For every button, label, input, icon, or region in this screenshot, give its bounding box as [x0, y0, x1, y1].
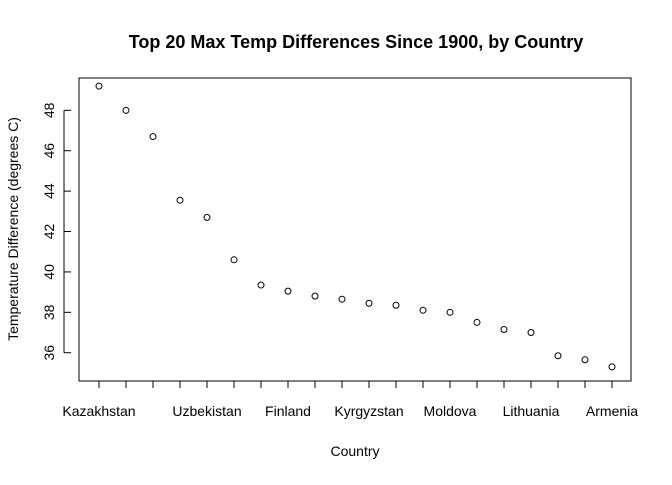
x-tick-label: Uzbekistan — [172, 403, 241, 419]
data-point — [581, 356, 589, 364]
data-point — [473, 318, 481, 326]
data-point — [392, 301, 400, 309]
data-point — [284, 287, 292, 295]
data-point — [257, 281, 265, 289]
data-point — [419, 306, 427, 314]
x-tick-label: Kazakhstan — [62, 403, 135, 419]
data-point — [203, 213, 211, 221]
data-point — [500, 325, 508, 333]
y-axis: 36 38 40 42 44 46 48 — [41, 102, 71, 361]
y-axis-title: Temperature Difference (degrees C) — [5, 117, 21, 341]
data-point — [338, 295, 346, 303]
x-axis: Kazakhstan Uzbekistan Finland Kyrgyzstan Mol… — [62, 380, 638, 419]
x-tick-label: Kyrgyzstan — [334, 403, 403, 419]
data-point — [446, 308, 454, 316]
y-tick-label: 44 — [41, 183, 57, 199]
x-axis-title: Country — [330, 443, 379, 459]
x-tick-label: Lithuania — [503, 403, 560, 419]
x-tick-label: Armenia — [586, 403, 638, 419]
y-tick-label: 46 — [41, 143, 57, 159]
data-point — [230, 256, 238, 264]
x-tick-label: Finland — [265, 403, 311, 419]
data-point — [176, 196, 184, 204]
y-tick-label: 48 — [41, 102, 57, 118]
data-point — [122, 106, 130, 114]
data-point — [95, 82, 103, 90]
data-point — [608, 363, 616, 371]
data-point — [527, 329, 535, 337]
y-tick-label: 40 — [41, 264, 57, 280]
chart-title: Top 20 Max Temp Differences Since 1900, … — [129, 32, 583, 52]
y-tick-label: 38 — [41, 304, 57, 320]
data-point — [554, 352, 562, 360]
data-point — [365, 299, 373, 307]
data-point — [311, 292, 319, 300]
data-point — [149, 133, 157, 141]
x-tick-label: Moldova — [424, 403, 477, 419]
y-tick-label: 42 — [41, 224, 57, 240]
y-tick-label: 36 — [41, 345, 57, 361]
data-points — [95, 82, 616, 371]
plot-frame — [78, 77, 632, 382]
